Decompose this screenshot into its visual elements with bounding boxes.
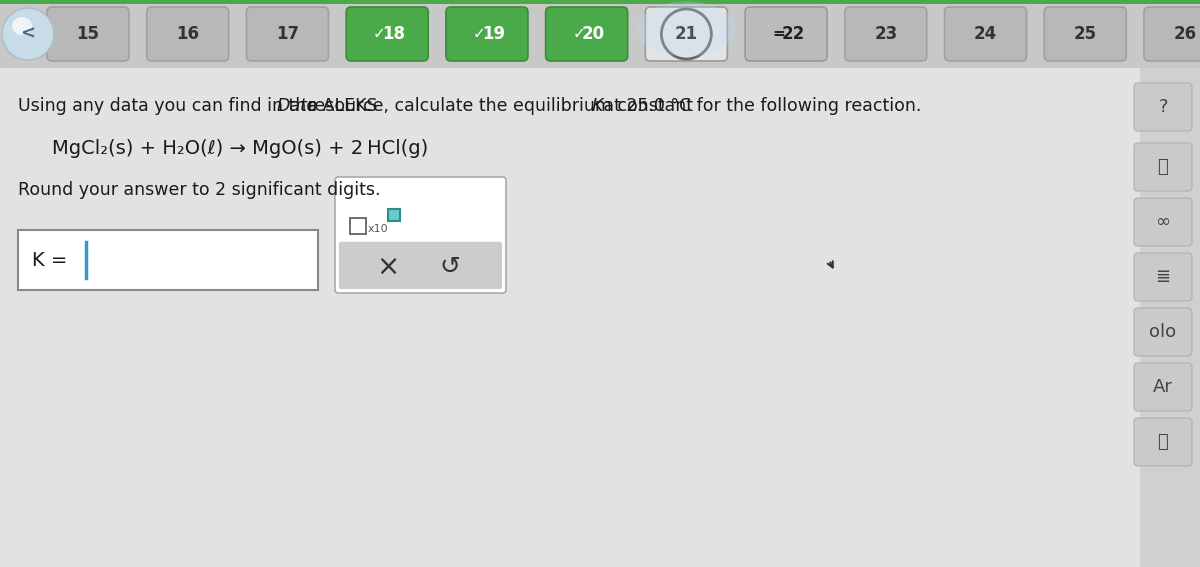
- Text: 24: 24: [974, 25, 997, 43]
- Text: 21: 21: [674, 25, 698, 43]
- FancyBboxPatch shape: [546, 7, 628, 61]
- Text: ?: ?: [1158, 98, 1168, 116]
- Text: 20: 20: [582, 25, 605, 43]
- Text: 22: 22: [781, 25, 805, 43]
- FancyBboxPatch shape: [1134, 363, 1192, 411]
- Text: ✓: ✓: [473, 27, 485, 41]
- Text: 23: 23: [874, 25, 898, 43]
- Bar: [0, 68, 1140, 567]
- FancyBboxPatch shape: [388, 209, 400, 221]
- Text: 18: 18: [383, 25, 406, 43]
- FancyBboxPatch shape: [335, 177, 506, 293]
- Text: 16: 16: [176, 25, 199, 43]
- Text: Ar: Ar: [1153, 378, 1172, 396]
- FancyBboxPatch shape: [845, 7, 926, 61]
- Text: ≣: ≣: [1156, 268, 1170, 286]
- FancyBboxPatch shape: [745, 7, 827, 61]
- FancyBboxPatch shape: [1134, 418, 1192, 466]
- Bar: [0, 0, 1200, 4]
- Text: ∞: ∞: [1156, 213, 1170, 231]
- Text: 15: 15: [77, 25, 100, 43]
- Text: Data: Data: [276, 97, 318, 115]
- FancyBboxPatch shape: [1044, 7, 1127, 61]
- FancyBboxPatch shape: [1134, 83, 1192, 131]
- Bar: [0, 0, 1200, 68]
- FancyBboxPatch shape: [47, 7, 130, 61]
- Text: ✓: ✓: [572, 27, 586, 41]
- Text: ⬛: ⬛: [1158, 433, 1169, 451]
- Ellipse shape: [636, 2, 737, 57]
- Text: olo: olo: [1150, 323, 1176, 341]
- Text: 26: 26: [1174, 25, 1196, 43]
- Text: 17: 17: [276, 25, 299, 43]
- Ellipse shape: [12, 17, 32, 35]
- Text: MgCl₂(s) + H₂O(ℓ) → MgO(s) + 2 HCl(g): MgCl₂(s) + H₂O(ℓ) → MgO(s) + 2 HCl(g): [52, 138, 428, 158]
- FancyBboxPatch shape: [944, 7, 1026, 61]
- Text: =: =: [773, 27, 786, 41]
- Text: ×: ×: [376, 253, 400, 281]
- Text: ↺: ↺: [439, 255, 461, 279]
- Text: ✓: ✓: [373, 27, 385, 41]
- FancyBboxPatch shape: [18, 230, 318, 290]
- FancyBboxPatch shape: [1134, 143, 1192, 191]
- Text: 19: 19: [482, 25, 505, 43]
- FancyBboxPatch shape: [646, 7, 727, 61]
- FancyBboxPatch shape: [446, 7, 528, 61]
- FancyBboxPatch shape: [346, 7, 428, 61]
- Text: x10: x10: [368, 224, 389, 234]
- FancyBboxPatch shape: [350, 218, 366, 234]
- FancyBboxPatch shape: [246, 7, 329, 61]
- FancyBboxPatch shape: [1134, 198, 1192, 246]
- Text: Round your answer to 2 significant digits.: Round your answer to 2 significant digit…: [18, 181, 380, 199]
- FancyBboxPatch shape: [146, 7, 229, 61]
- Text: ⌖: ⌖: [1158, 158, 1169, 176]
- FancyBboxPatch shape: [1144, 7, 1200, 61]
- FancyBboxPatch shape: [1134, 253, 1192, 301]
- Text: at 25.0 °C for the following reaction.: at 25.0 °C for the following reaction.: [598, 97, 920, 115]
- Text: resource, calculate the equilibrium constant: resource, calculate the equilibrium cons…: [301, 97, 698, 115]
- FancyBboxPatch shape: [340, 242, 502, 289]
- Circle shape: [2, 8, 54, 60]
- Text: <: <: [20, 25, 36, 43]
- Text: Using any data you can find in the ALEKS: Using any data you can find in the ALEKS: [18, 97, 383, 115]
- Text: K =: K =: [32, 251, 73, 269]
- Text: K: K: [592, 97, 602, 115]
- Bar: [1140, 68, 1200, 567]
- Text: 25: 25: [1074, 25, 1097, 43]
- FancyBboxPatch shape: [1134, 308, 1192, 356]
